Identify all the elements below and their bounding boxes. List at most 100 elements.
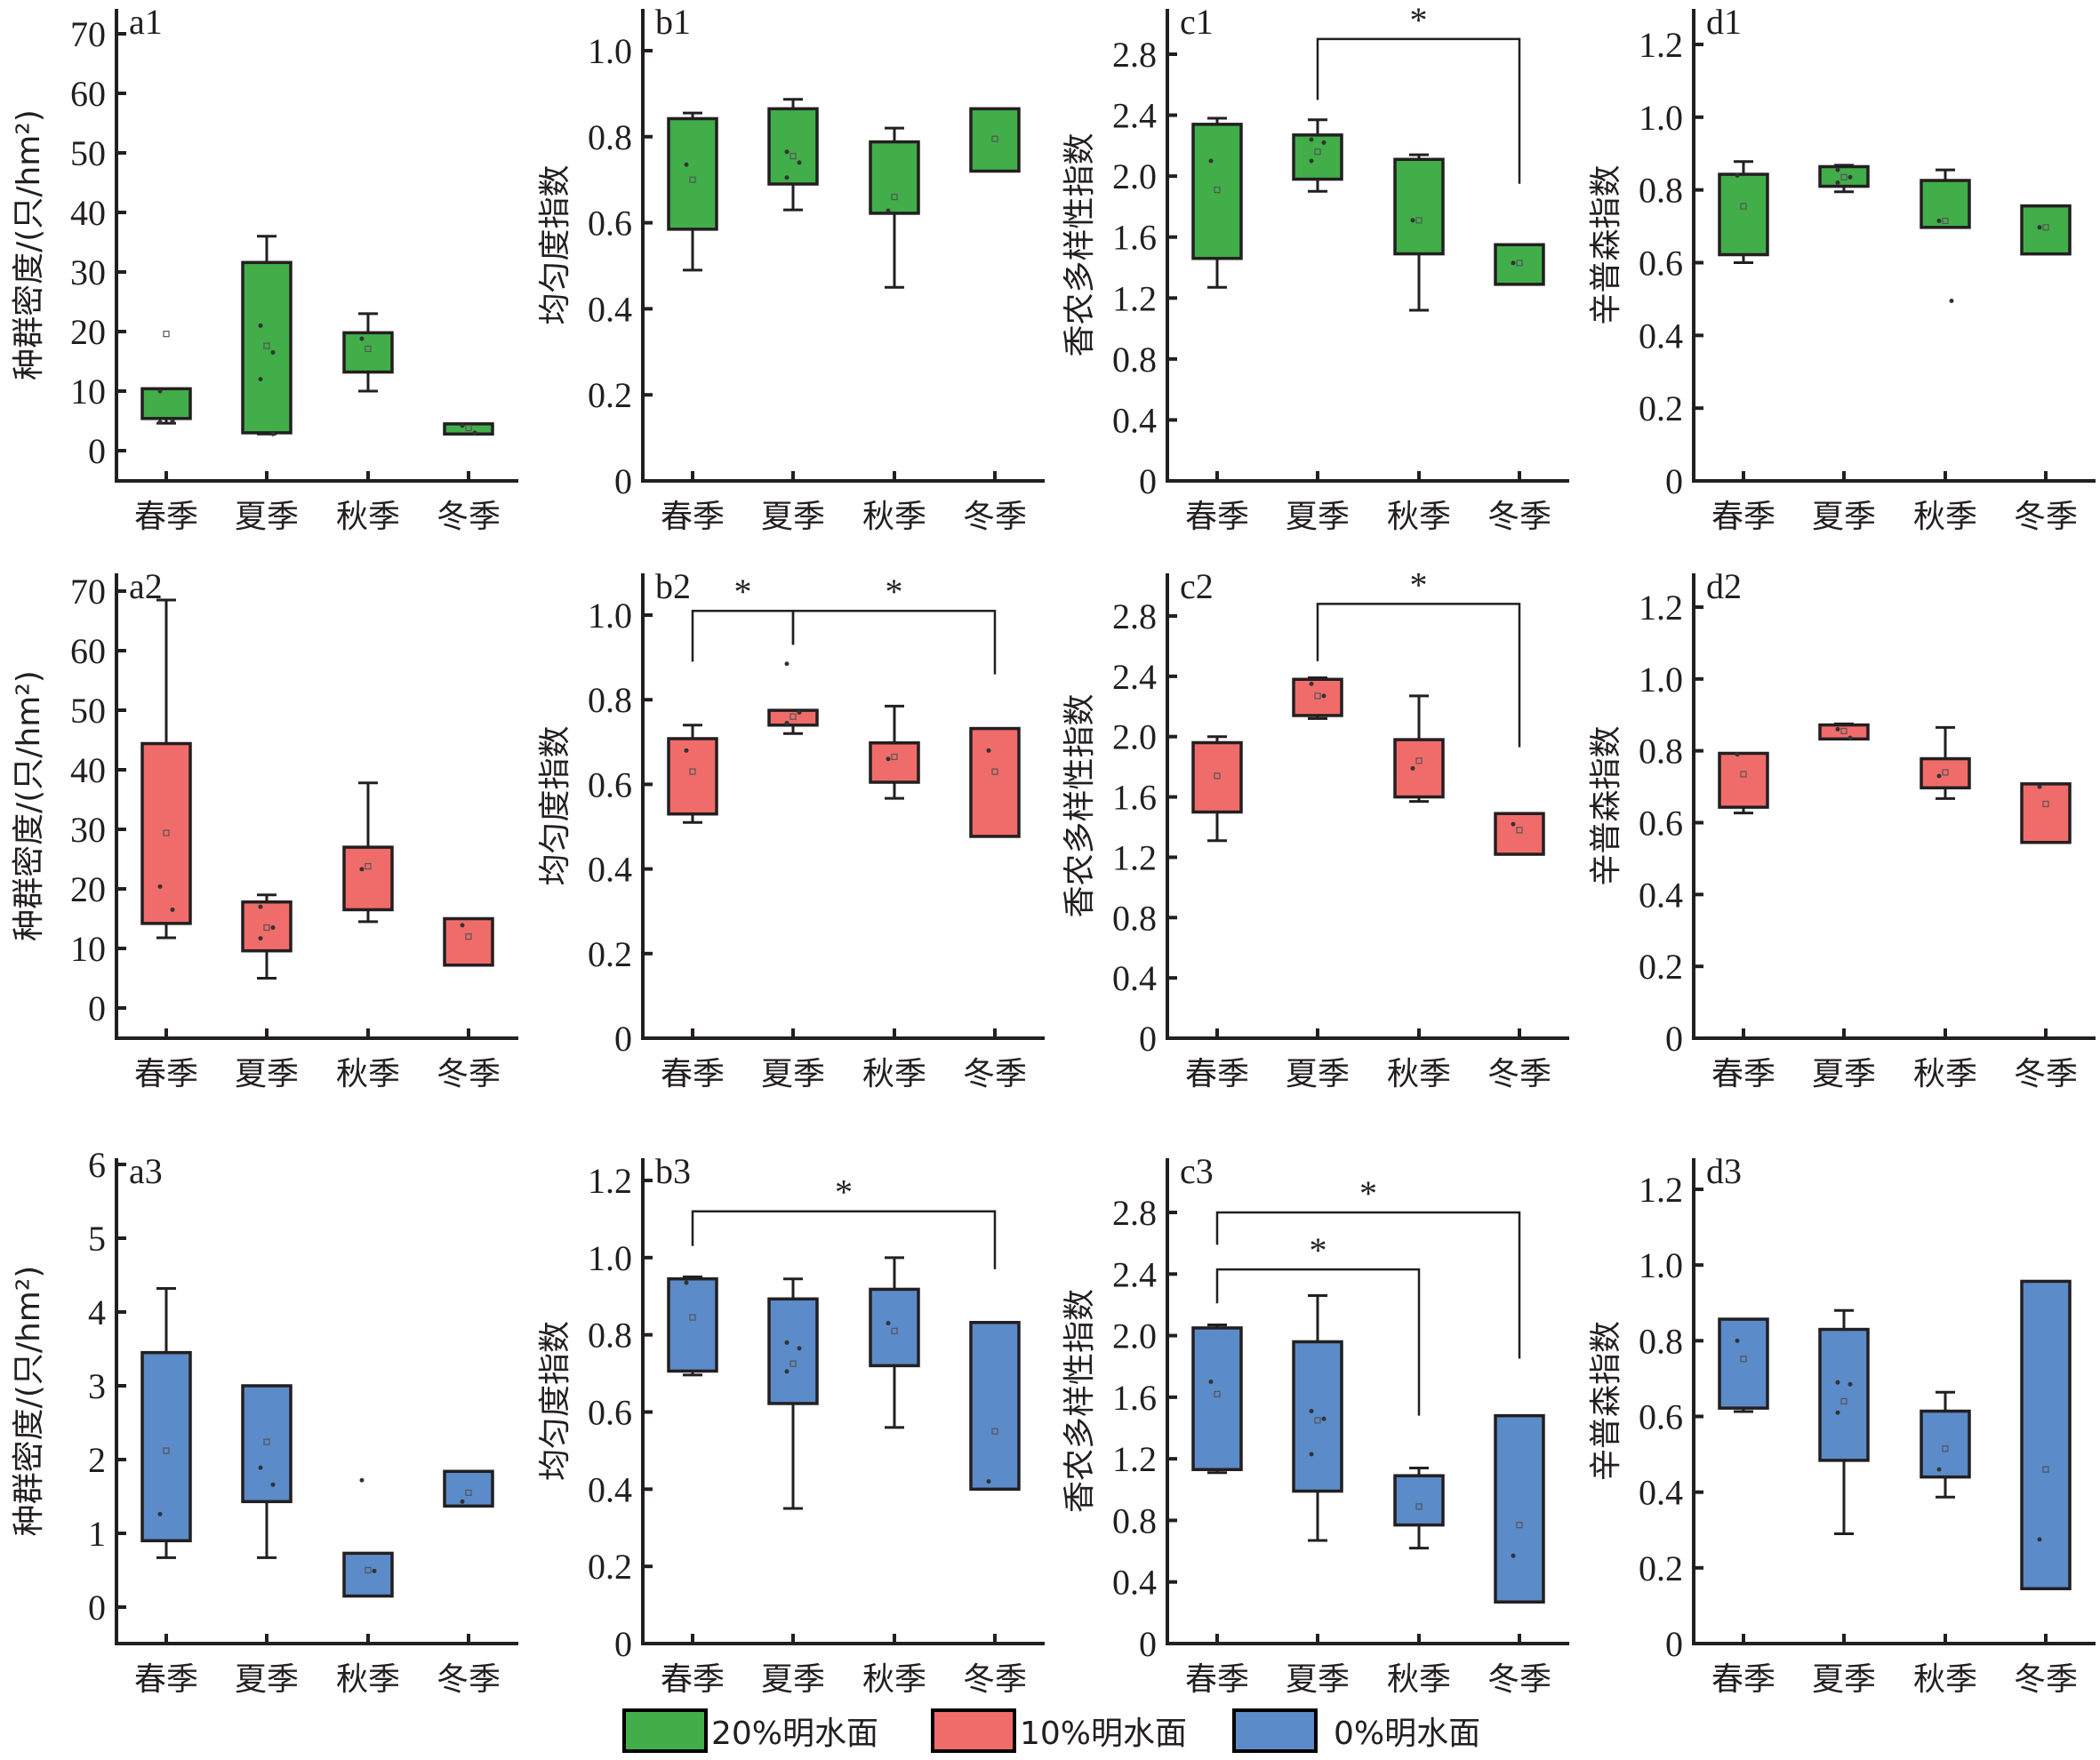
box-a2-2 xyxy=(342,781,394,924)
legend: 20%明水面 10%明水面 0%明水面 xyxy=(622,1708,1480,1753)
x-tick-label: 秋季 xyxy=(1913,1661,1977,1698)
mean-marker xyxy=(689,768,696,775)
x-tick-label: 秋季 xyxy=(862,1056,926,1092)
data-point xyxy=(1321,693,1327,699)
panel-label: b3 xyxy=(655,1151,691,1191)
mean-marker xyxy=(1740,1356,1747,1363)
box-body xyxy=(342,331,394,374)
data-point xyxy=(2037,225,2042,230)
data-point xyxy=(886,208,891,213)
y-axis-label: 均匀度指数 xyxy=(537,1321,573,1481)
data-point xyxy=(1835,726,1840,732)
data-point xyxy=(1309,137,1314,142)
box-body xyxy=(969,107,1021,173)
significance-star: * xyxy=(1410,0,1428,40)
y-tick-label: 6 xyxy=(88,1145,106,1185)
box-d1-3 xyxy=(2020,204,2072,256)
data-point xyxy=(170,419,175,423)
box-b2-3 xyxy=(969,726,1021,838)
data-point xyxy=(270,431,276,436)
box-d3-0 xyxy=(1718,1317,1769,1413)
mean-marker xyxy=(263,1438,270,1445)
y-tick-label: 0 xyxy=(1665,461,1683,501)
mean-marker xyxy=(1415,217,1423,224)
box-body xyxy=(1393,1474,1445,1527)
y-tick-label: 0.2 xyxy=(1639,1548,1683,1588)
x-tick-label: 夏季 xyxy=(235,1056,299,1092)
y-tick-label: 1.6 xyxy=(1112,218,1157,258)
data-point xyxy=(797,160,802,165)
x-tick-label: 冬季 xyxy=(437,499,501,535)
y-tick-label: 0.8 xyxy=(1112,340,1157,380)
y-tick-label: 0 xyxy=(614,1624,632,1664)
mean-marker xyxy=(790,1360,797,1367)
mean-marker xyxy=(991,768,998,775)
mean-marker xyxy=(263,342,270,349)
y-axis-label: 香农多样性指数 xyxy=(1062,693,1098,917)
box-b2-0 xyxy=(667,724,718,824)
y-axis-label: 辛普森指数 xyxy=(1588,164,1624,324)
mean-marker xyxy=(1740,203,1747,210)
y-axis-label: 香农多样性指数 xyxy=(1062,132,1098,356)
panel-label: d3 xyxy=(1706,1151,1742,1191)
box-body xyxy=(667,1276,718,1373)
panel-label: c1 xyxy=(1180,2,1214,42)
x-tick-label: 春季 xyxy=(1185,1056,1249,1092)
box-body xyxy=(1292,1340,1343,1493)
y-tick-label: 70 xyxy=(70,14,106,54)
significance-star: * xyxy=(1410,564,1428,604)
x-tick-label: 秋季 xyxy=(1387,1661,1451,1698)
x-tick-label: 秋季 xyxy=(862,499,926,535)
x-tick-label: 秋季 xyxy=(862,1661,926,1698)
data-point xyxy=(1835,1410,1840,1415)
y-tick-label: 0.4 xyxy=(1112,958,1157,998)
box-d1-0 xyxy=(1718,160,1769,264)
box-body xyxy=(1920,756,1971,790)
data-point xyxy=(1735,172,1740,178)
box-b1-3 xyxy=(969,107,1021,173)
bracket-line xyxy=(1215,1211,1521,1359)
data-point xyxy=(986,748,991,753)
data-point xyxy=(886,756,891,762)
y-tick-label: 1.2 xyxy=(1112,278,1157,318)
y-tick-label: 2.4 xyxy=(1112,96,1157,136)
x-tick-label: 秋季 xyxy=(1387,1056,1451,1092)
box-c2-0 xyxy=(1191,735,1243,843)
data-point xyxy=(359,336,365,341)
x-tick-label: 春季 xyxy=(661,499,725,535)
significance-bracket: * xyxy=(1215,1173,1521,1359)
box-b3-2 xyxy=(869,1256,920,1429)
y-tick-label: 0.8 xyxy=(1112,1500,1157,1540)
y-tick-label: 0.4 xyxy=(1112,400,1157,440)
mean-marker xyxy=(790,152,797,160)
box-d1-1 xyxy=(1818,164,1870,194)
y-tick-label: 1.2 xyxy=(1639,25,1683,65)
box-body xyxy=(1292,677,1343,717)
data-point xyxy=(1835,1380,1840,1385)
panel-label: d1 xyxy=(1706,2,1742,42)
data-point xyxy=(2037,1537,2042,1542)
x-tick-label: 夏季 xyxy=(761,499,825,535)
y-tick-label: 1.0 xyxy=(1639,1245,1683,1285)
box-body xyxy=(1393,157,1445,256)
box-body xyxy=(1494,243,1545,286)
y-axis-label: 均匀度指数 xyxy=(537,725,573,885)
panel-label: d2 xyxy=(1706,566,1742,606)
box-body xyxy=(969,726,1021,838)
box-body xyxy=(1718,172,1769,257)
box-a1-1 xyxy=(241,235,293,436)
y-tick-label: 1.0 xyxy=(1639,98,1683,138)
y-axis-label: 辛普森指数 xyxy=(1588,1321,1624,1481)
data-point xyxy=(170,907,175,912)
legend-swatch-0pct xyxy=(1232,1708,1318,1753)
mean-marker xyxy=(1942,1445,1949,1452)
box-c3-1 xyxy=(1292,1294,1343,1542)
box-body xyxy=(1292,133,1343,181)
data-point xyxy=(157,884,163,889)
box-body xyxy=(1818,1327,1870,1462)
y-tick-label: 1.2 xyxy=(588,1161,632,1201)
data-point xyxy=(784,175,790,180)
mean-marker xyxy=(1516,827,1523,834)
data-point xyxy=(1208,1380,1214,1385)
x-tick-label: 秋季 xyxy=(336,499,400,535)
